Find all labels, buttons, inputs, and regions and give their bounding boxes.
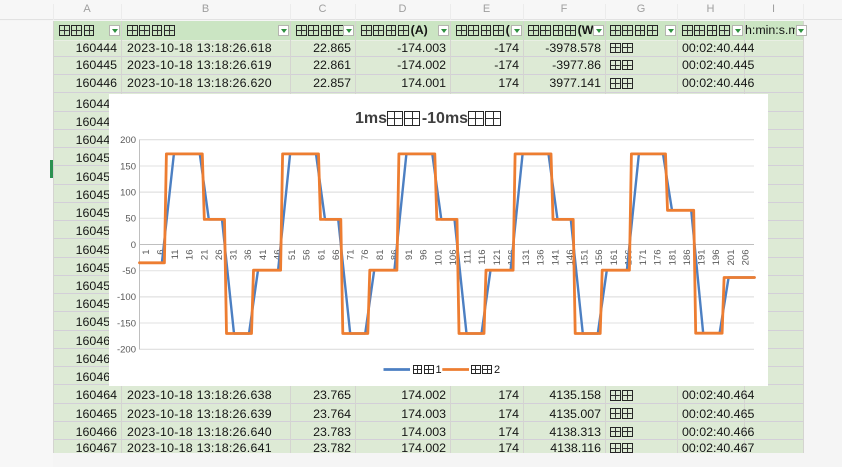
svg-text:11: 11 bbox=[170, 250, 181, 260]
svg-text:150: 150 bbox=[120, 161, 136, 172]
svg-text:106: 106 bbox=[448, 250, 459, 266]
svg-text:66: 66 bbox=[331, 250, 342, 261]
svg-text:201: 201 bbox=[726, 250, 737, 266]
svg-text:156: 156 bbox=[594, 250, 605, 266]
svg-text:76: 76 bbox=[360, 250, 371, 261]
svg-text:0: 0 bbox=[131, 240, 136, 251]
svg-text:-100: -100 bbox=[117, 292, 136, 303]
svg-text:-50: -50 bbox=[122, 266, 136, 277]
svg-text:46: 46 bbox=[272, 250, 283, 261]
svg-text:111: 111 bbox=[463, 250, 474, 264]
svg-text:206: 206 bbox=[740, 250, 751, 266]
svg-text:91: 91 bbox=[404, 250, 415, 261]
svg-text:181: 181 bbox=[667, 250, 678, 266]
svg-text:41: 41 bbox=[258, 250, 269, 261]
svg-text:61: 61 bbox=[316, 250, 327, 261]
svg-text:50: 50 bbox=[125, 214, 136, 225]
svg-text:6: 6 bbox=[155, 250, 166, 255]
svg-text:171: 171 bbox=[638, 250, 649, 266]
svg-text:-200: -200 bbox=[117, 345, 136, 356]
svg-text:-150: -150 bbox=[117, 318, 136, 329]
svg-text:141: 141 bbox=[550, 250, 561, 266]
svg-text:36: 36 bbox=[243, 250, 254, 261]
svg-text:31: 31 bbox=[229, 250, 240, 261]
svg-text:21: 21 bbox=[199, 250, 210, 261]
svg-text:71: 71 bbox=[346, 250, 357, 261]
svg-text:146: 146 bbox=[565, 250, 576, 266]
svg-text:196: 196 bbox=[711, 250, 722, 266]
svg-text:191: 191 bbox=[697, 250, 708, 266]
svg-text:161: 161 bbox=[609, 250, 620, 266]
svg-text:1: 1 bbox=[141, 250, 152, 255]
svg-text:121: 121 bbox=[492, 250, 503, 266]
svg-text:186: 186 bbox=[682, 250, 693, 266]
svg-text:16: 16 bbox=[185, 250, 196, 261]
svg-text:96: 96 bbox=[419, 250, 430, 261]
svg-text:26: 26 bbox=[214, 250, 225, 261]
svg-text:200: 200 bbox=[120, 135, 136, 146]
svg-text:100: 100 bbox=[120, 187, 136, 198]
svg-text:176: 176 bbox=[653, 250, 664, 266]
svg-text:116: 116 bbox=[477, 250, 488, 265]
svg-text:56: 56 bbox=[302, 250, 313, 261]
svg-text:101: 101 bbox=[433, 250, 444, 266]
svg-text:81: 81 bbox=[375, 250, 386, 261]
svg-text:136: 136 bbox=[536, 250, 547, 266]
svg-text:131: 131 bbox=[521, 250, 532, 266]
svg-text:151: 151 bbox=[580, 250, 591, 266]
svg-text:51: 51 bbox=[287, 250, 298, 261]
